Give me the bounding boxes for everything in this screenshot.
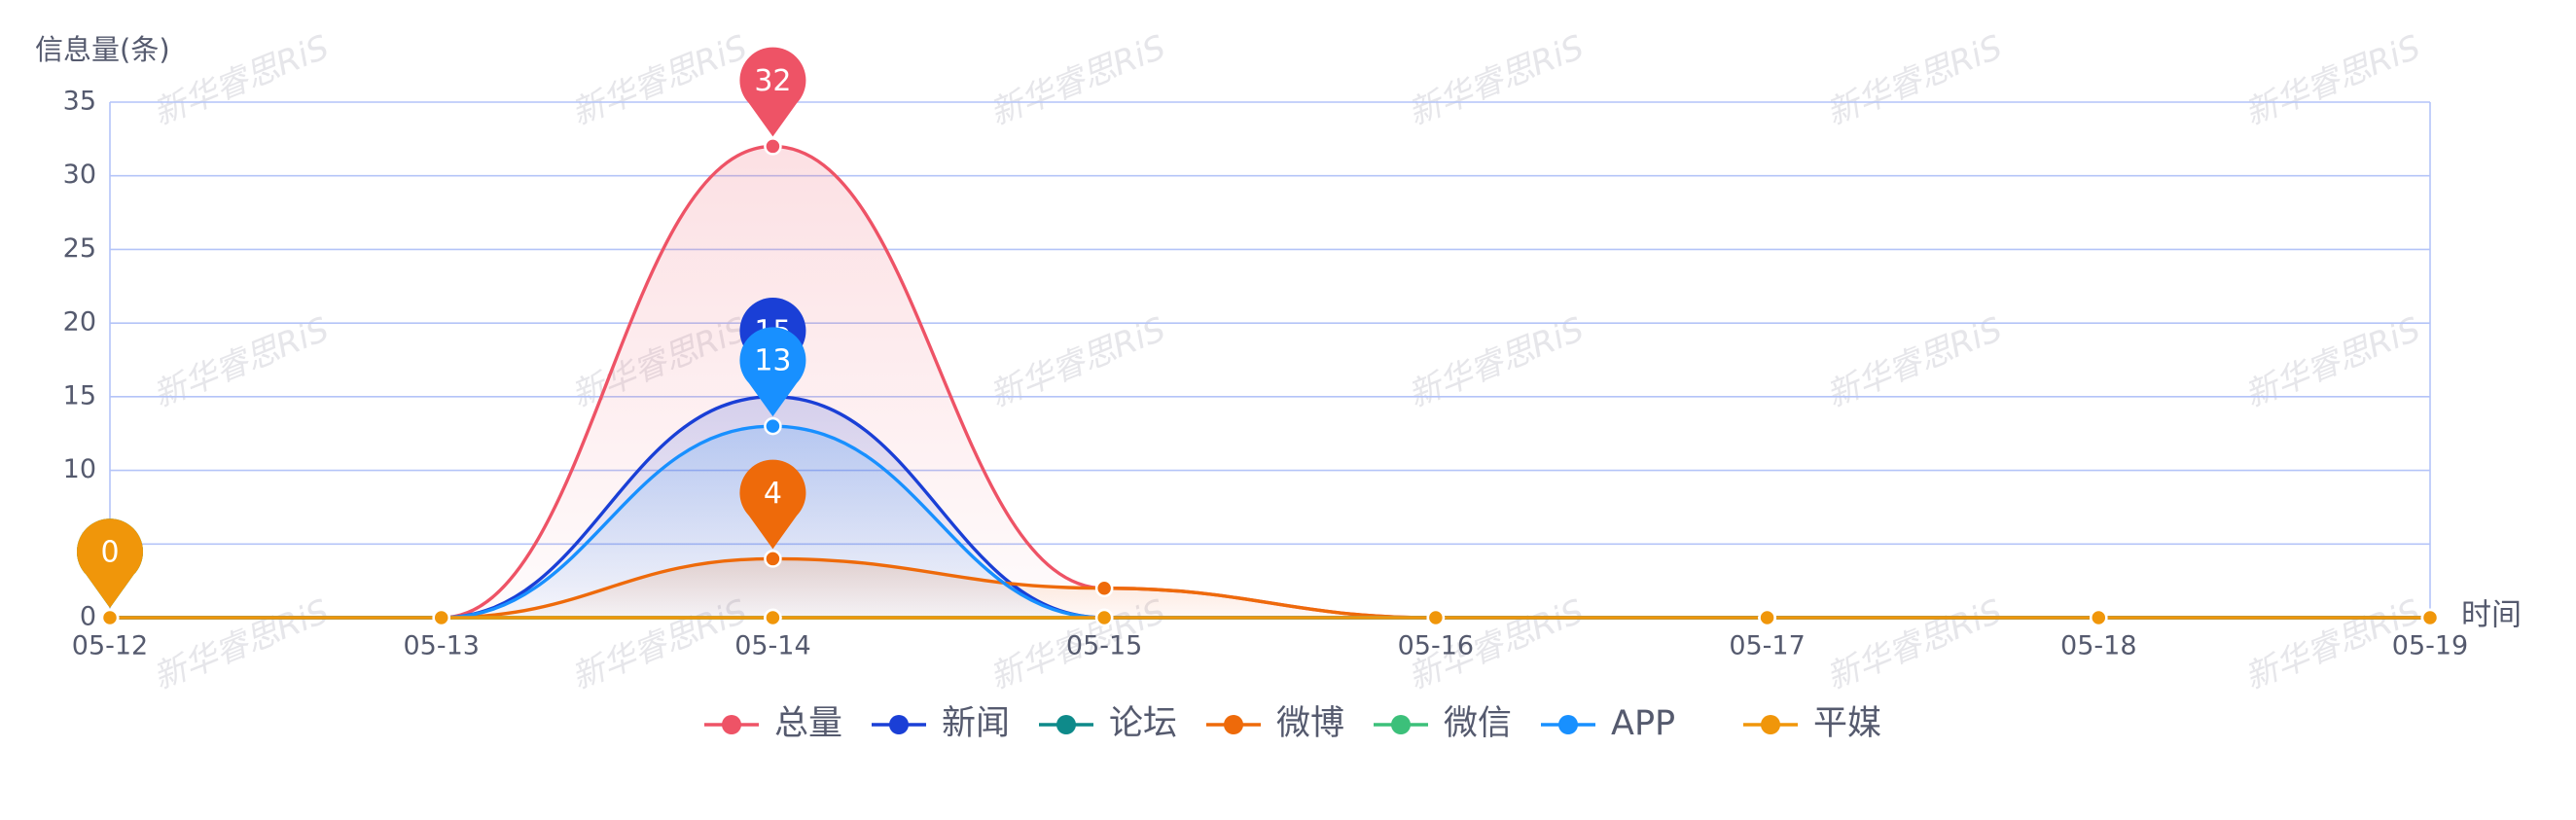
pin-label: 13 <box>754 344 791 378</box>
watermark: 新华睿思RiS <box>1821 592 2008 698</box>
x-tick-label: 05-12 <box>72 631 148 661</box>
pin-label: 0 <box>100 536 119 570</box>
line <box>110 395 2430 620</box>
point <box>1094 579 1114 597</box>
legend-label: 总量 <box>774 704 842 743</box>
x-tick-label: 05-13 <box>403 631 479 661</box>
watermark: 新华睿思RiS <box>2239 310 2426 416</box>
point <box>100 608 120 627</box>
y-tick-label: 10 <box>63 454 96 484</box>
point <box>1426 608 1446 627</box>
x-tick-label: 05-14 <box>734 631 810 661</box>
x-tick-label: 05-19 <box>2392 631 2468 661</box>
legend-marker <box>1558 715 1578 734</box>
y-tick-label: 35 <box>63 87 96 117</box>
watermark: 新华睿思RiS <box>984 28 1171 134</box>
point <box>1094 608 1114 627</box>
line <box>110 144 2430 620</box>
x-tick-label: 05-15 <box>1066 631 1142 661</box>
area <box>110 558 2430 618</box>
max-pin <box>739 459 806 550</box>
point <box>2090 608 2108 627</box>
legend-label: 论坛 <box>1109 704 1177 743</box>
legend-label: 微博 <box>1276 704 1344 743</box>
legend-marker <box>1224 715 1243 734</box>
y-axis-label: 信息量(条) <box>35 33 170 66</box>
legend-marker <box>1761 715 1780 734</box>
point <box>432 608 450 627</box>
max-pin <box>76 518 143 608</box>
watermark: 新华睿思RiS <box>1821 310 2008 416</box>
legend-label: APP <box>1611 704 1675 743</box>
y-tick-label: 20 <box>63 307 96 338</box>
max-pin <box>739 327 806 417</box>
x-tick-label: 05-17 <box>1729 631 1805 661</box>
watermark: 新华睿思RiS <box>984 310 1171 416</box>
legend-marker <box>722 715 741 734</box>
y-tick-label: 30 <box>63 160 96 190</box>
point <box>2420 608 2440 627</box>
y-tick-label: 15 <box>63 380 96 410</box>
legend-marker <box>1391 715 1411 734</box>
point <box>764 550 782 568</box>
x-tick-label: 05-18 <box>2060 631 2136 661</box>
line <box>110 424 2430 620</box>
watermark: 新华睿思RiS <box>148 310 335 416</box>
watermark: 新华睿思RiS <box>148 592 335 698</box>
y-tick-label: 0 <box>80 602 96 632</box>
x-axis-label: 时间 <box>2461 598 2522 633</box>
legend-marker <box>889 715 909 734</box>
point <box>764 608 782 627</box>
pin-label: 32 <box>754 64 791 98</box>
max-pin <box>739 47 806 137</box>
x-tick-label: 05-16 <box>1398 631 1474 661</box>
watermark: 新华睿思RiS <box>1403 28 1590 134</box>
area <box>110 396 2430 618</box>
point <box>1758 608 1776 627</box>
legend-label: 微信 <box>1444 704 1512 743</box>
area <box>110 146 2430 618</box>
area <box>110 426 2430 618</box>
pin-label: 4 <box>764 477 782 511</box>
watermark: 新华睿思RiS <box>2239 28 2426 134</box>
legend-label: 平媒 <box>1813 704 1881 743</box>
legend-label: 新闻 <box>942 704 1010 743</box>
legend-marker <box>1056 715 1076 734</box>
watermark: 新华睿思RiS <box>1403 310 1590 416</box>
y-tick-label: 25 <box>63 233 96 264</box>
watermark: 新华睿思RiS <box>148 28 335 134</box>
watermark: 新华睿思RiS <box>1821 28 2008 134</box>
watermark: 新华睿思RiS <box>566 28 753 134</box>
point <box>764 137 782 156</box>
point <box>764 416 782 436</box>
